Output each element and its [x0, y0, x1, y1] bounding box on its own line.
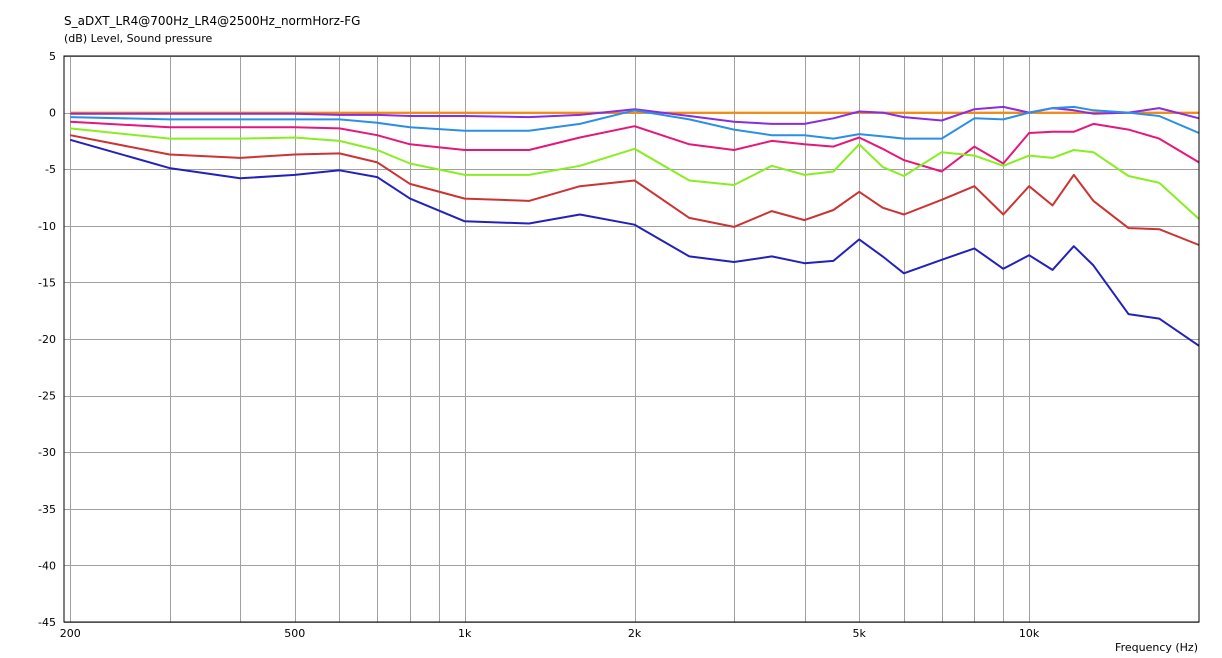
y-tick-labels: 5 0 -5 -10 -15 -20 -25 -30 -35 -40 -45 [38, 50, 56, 629]
plot-frame [63, 55, 1200, 623]
x-tick-label: 500 [284, 627, 305, 640]
x-tick-label: 200 [60, 627, 81, 640]
y-tick-label: 5 [49, 50, 56, 63]
x-tick-label: 1k [458, 627, 472, 640]
x-axis-label: Frequency (Hz) [1115, 641, 1198, 654]
series-line-3 [70, 105, 1200, 140]
x-tick-label: 10k [1019, 627, 1040, 640]
y-tick-label: -10 [38, 220, 56, 233]
y-axis-label: (dB) Level, Sound pressure [64, 32, 213, 45]
y-tick-label: -5 [45, 163, 56, 176]
x-tick-label: 5k [853, 627, 867, 640]
series-line-7 [69, 138, 1200, 347]
x-tick-labels: 200 500 1k 2k 5k 10k [60, 627, 1040, 640]
y-tick-label: -20 [38, 333, 56, 346]
series-line-2 [70, 105, 1200, 125]
y-tick-label: -15 [38, 276, 56, 289]
y-tick-label: 0 [49, 107, 56, 120]
grid-lines [64, 56, 1199, 623]
y-tick-label: -40 [38, 559, 56, 572]
series-line-4 [70, 120, 1200, 173]
series-line-6 [70, 134, 1200, 246]
y-tick-label: -45 [38, 616, 56, 629]
series-lines [69, 105, 1200, 347]
x-tick-label: 2k [628, 627, 642, 640]
y-tick-label: -35 [38, 503, 56, 516]
y-tick-label: -30 [38, 446, 56, 459]
y-tick-label: -25 [38, 390, 56, 403]
chart-title: S_aDXT_LR4@700Hz_LR4@2500Hz_normHorz-FG [64, 14, 361, 28]
series-line-5 [70, 127, 1200, 220]
